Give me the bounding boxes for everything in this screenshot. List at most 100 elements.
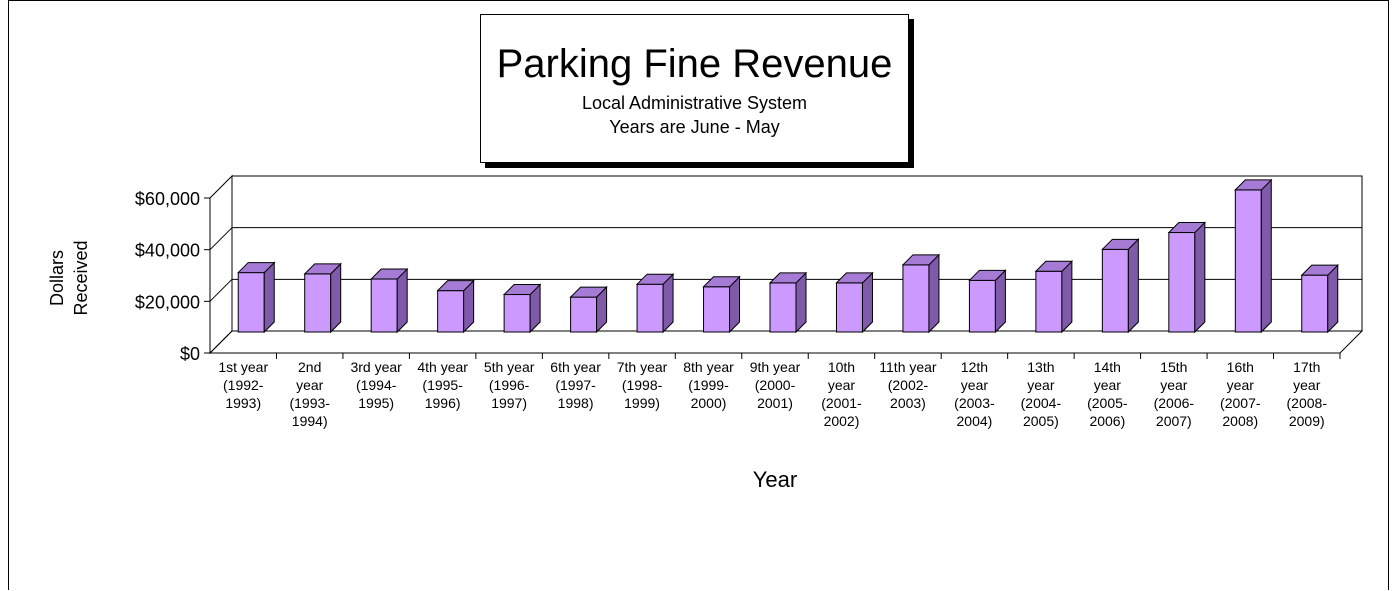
x-tick-label-line: year <box>1094 377 1122 393</box>
x-tick-label-line: 14th <box>1094 359 1121 375</box>
gridline-side <box>210 228 232 250</box>
x-tick-label: 16th year (2007-2008) <box>1220 359 1261 429</box>
bar <box>438 281 474 332</box>
x-tick-label-line: 1995) <box>358 395 394 411</box>
x-tick-label-line: (1994- <box>356 377 397 393</box>
bar-side <box>1328 265 1338 332</box>
x-tick-label: 7th year (1998- 1999) <box>617 359 668 411</box>
x-tick-label-line: 2000) <box>691 395 727 411</box>
bar-side <box>995 270 1005 332</box>
bar <box>238 263 274 332</box>
bar-side <box>1062 261 1072 332</box>
bar <box>637 274 673 332</box>
x-tick-label: 11th year (2002-2003) <box>879 359 937 411</box>
x-tick-label-line: (2004- <box>1021 395 1062 411</box>
bar <box>1036 261 1072 332</box>
bar <box>770 273 806 332</box>
x-tick-label: 5th year (1996- 1997) <box>484 359 535 411</box>
left-wall <box>210 176 232 353</box>
x-tick-label-line: 2002) <box>824 413 860 429</box>
bar-front <box>903 265 929 332</box>
x-tick-label-line: 2nd <box>298 359 321 375</box>
x-tick-label-line: year <box>828 377 856 393</box>
x-tick-label-line: 6th year <box>550 359 601 375</box>
x-tick-label-line: 1996) <box>425 395 461 411</box>
bar-front <box>1302 275 1328 332</box>
y-axis-title-line-1: Dollars <box>47 250 67 306</box>
bar <box>1169 223 1205 332</box>
bar-side <box>1261 180 1271 332</box>
x-tick-label: 2nd year (1993- 1994) <box>289 359 330 429</box>
x-tick-label-line: (2005- <box>1087 395 1128 411</box>
x-tick-label-line: (2002- <box>888 377 929 393</box>
x-tick-label-line: 2001) <box>757 395 793 411</box>
x-tick-label: 4th year (1995- 1996) <box>417 359 468 411</box>
x-tick-label-line: year <box>1160 377 1188 393</box>
x-tick-label-line: 1997) <box>491 395 527 411</box>
x-tick-label-line: 2006) <box>1089 413 1125 429</box>
x-tick-label-line: 12th <box>961 359 988 375</box>
bar <box>969 270 1005 332</box>
bar-front <box>1036 271 1062 332</box>
bar-front <box>836 283 862 332</box>
x-tick-label-line: 4th year <box>417 359 468 375</box>
x-tick-label-line: (2001- <box>821 395 862 411</box>
x-axis-title: Year <box>753 467 797 492</box>
x-tick-label-line: 2009) <box>1289 413 1325 429</box>
y-axis: $0$20,000$40,000$60,000 <box>135 189 210 364</box>
x-tick-label: 3rd year (1994- 1995) <box>350 359 402 411</box>
bar-front <box>1235 190 1261 332</box>
x-tick-label-line: 3rd year <box>350 359 402 375</box>
bar <box>504 285 540 332</box>
bar-front <box>305 274 331 332</box>
x-tick-label: 12th year (2003-2004) <box>954 359 995 429</box>
x-axis: 1st year (1992- 1993) 2nd year (1993- 1994) 3rd… <box>204 353 1340 429</box>
x-tick-label: 10th year (2001-2002) <box>821 359 862 429</box>
x-tick-label-line: (1998- <box>622 377 663 393</box>
x-tick-label-line: 8th year <box>683 359 734 375</box>
bar-front <box>969 280 995 332</box>
bar <box>571 287 607 332</box>
x-tick-label-line: 11th year <box>879 359 937 375</box>
bar <box>704 277 740 332</box>
x-tick-label-line: (1992- <box>223 377 264 393</box>
bar-front <box>504 295 530 332</box>
x-tick-label: 9th year (2000- 2001) <box>750 359 801 411</box>
x-tick-label-line: 1st year <box>218 359 268 375</box>
x-tick-label-line: 2005) <box>1023 413 1059 429</box>
x-tick-label: 17th year (2008- 2009) <box>1287 359 1328 429</box>
x-tick-label-line: (1999- <box>688 377 729 393</box>
bar-side <box>264 263 274 332</box>
x-tick-label-line: 2004) <box>957 413 993 429</box>
bar-front <box>1102 249 1128 332</box>
bar-front <box>438 291 464 332</box>
bar-side <box>929 255 939 332</box>
x-tick-label-line: (2007- <box>1220 395 1261 411</box>
x-tick-label: 14th year (2005- 2006) <box>1087 359 1128 429</box>
x-tick-label-line: 13th <box>1027 359 1054 375</box>
bar-front <box>704 287 730 332</box>
y-tick-label: $0 <box>180 344 200 364</box>
x-tick-label-line: 9th year <box>750 359 801 375</box>
floor <box>210 331 1362 353</box>
bar <box>371 269 407 332</box>
x-tick-label-line: 1999) <box>624 395 660 411</box>
bar-front <box>637 284 663 332</box>
bar <box>1235 180 1271 332</box>
x-tick-label-line: (2000- <box>755 377 796 393</box>
x-tick-label-line: (1996- <box>489 377 530 393</box>
x-tick-label-line: (1995- <box>422 377 463 393</box>
bar <box>305 264 341 332</box>
y-tick-label: $40,000 <box>135 241 200 261</box>
x-tick-label-line: year <box>1227 377 1255 393</box>
bar-front <box>1169 233 1195 332</box>
x-tick-label-line: (1997- <box>555 377 596 393</box>
x-tick-label: 13th year (2004- 2005) <box>1021 359 1062 429</box>
x-tick-label: 1st year (1992- 1993) <box>218 359 268 411</box>
x-tick-label-line: year <box>296 377 324 393</box>
gridline-side <box>210 279 232 301</box>
bar <box>1102 239 1138 332</box>
bar-front <box>571 297 597 332</box>
x-tick-label-line: (1993- <box>289 395 330 411</box>
